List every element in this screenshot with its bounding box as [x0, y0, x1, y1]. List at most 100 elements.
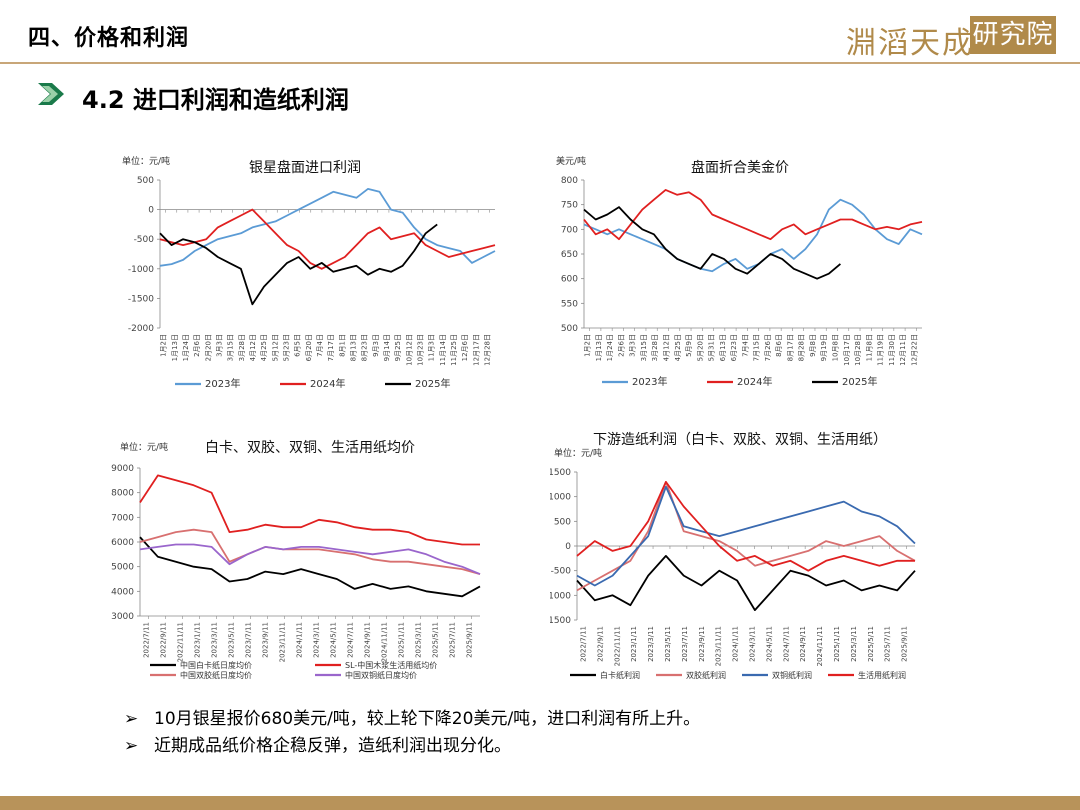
- y-tick-label: -1000: [128, 265, 154, 275]
- x-tick-label: 2023/11/11: [279, 622, 287, 662]
- x-tick-label: 2025/1/11: [398, 622, 406, 658]
- x-tick-label: 8月1日: [338, 334, 346, 357]
- legend-item: 双铜纸利润: [742, 670, 812, 680]
- x-tick-label: 2023/7/11: [681, 626, 689, 662]
- bullet-item: ➢ 近期成品纸价格企稳反弹，造纸利润出现分化。: [124, 733, 700, 760]
- y-tick-label: 0: [148, 206, 154, 216]
- x-tick-label: 2023/5/11: [664, 626, 672, 662]
- x-tick-label: 5月20日: [696, 334, 704, 361]
- x-tick-label: 3月15日: [640, 334, 648, 361]
- unit-label: 单位：元/吨: [120, 441, 168, 453]
- chevron-right-icon: [38, 83, 64, 105]
- legend-label: 生活用纸利润: [858, 670, 906, 680]
- series-line: [139, 536, 481, 598]
- x-tick-label: 2023/1/11: [194, 622, 202, 658]
- y-tick-label: -1500: [550, 616, 571, 626]
- y-tick-label: 0: [565, 542, 571, 552]
- header-divider: [0, 62, 1080, 64]
- x-tick-label: 4月12日: [663, 334, 671, 361]
- page-header-title: 四、价格和利润: [28, 26, 190, 51]
- x-tick-label: 10月12日: [405, 334, 413, 366]
- x-tick-label: 11月8日: [865, 334, 873, 361]
- y-tick-label: 550: [561, 299, 578, 309]
- x-tick-label: 5月9日: [685, 334, 693, 357]
- x-tick-label: 1月2日: [160, 334, 168, 357]
- chart-paper-prices: 单位：元/吨 白卡、双胶、双铜、生活用纸均价 9000 8000 7000 6000 500…: [110, 430, 520, 690]
- x-tick-label: 12月6日: [461, 334, 469, 361]
- bullet-item: ➢ 10月银星报价680美元/吨，较上轮下降20美元/吨，进口利润有所上升。: [124, 706, 700, 733]
- x-tick-label: 2月20日: [204, 334, 212, 361]
- bullet-list: ➢ 10月银星报价680美元/吨，较上轮下降20美元/吨，进口利润有所上升。 ➢ 近…: [124, 706, 700, 760]
- series-line: [159, 208, 496, 270]
- unit-label: 单位：元/吨: [122, 155, 170, 167]
- y-tick-label: -1000: [550, 591, 571, 601]
- legend-label: 中国白卡纸日度均价: [180, 660, 252, 670]
- x-tick-label: 2024/5/11: [765, 626, 773, 662]
- x-tick-label: 2月6日: [193, 334, 201, 357]
- x-tick-label: 11月19日: [877, 334, 885, 366]
- x-tick-label: 5月31日: [708, 334, 716, 361]
- legend-item: 2025年: [385, 377, 450, 390]
- x-tick-label: 3月3日: [215, 334, 223, 357]
- series-line: [139, 474, 480, 546]
- y-tick-label: 4000: [111, 587, 134, 597]
- company-logo: 淵滔天成 研究院: [846, 14, 1058, 61]
- legend-item: 生活用纸利润: [828, 670, 906, 680]
- y-tick-label: -500: [551, 567, 572, 577]
- x-tick-label: 2025/5/11: [432, 622, 440, 658]
- legend-item: 2024年: [280, 377, 345, 390]
- y-tick-label: 500: [137, 176, 154, 186]
- legend-label: 2024年: [310, 377, 345, 390]
- x-tick-label: 11月30日: [888, 334, 896, 366]
- x-tick-label: 9月19日: [820, 334, 828, 361]
- x-tick-label: 5月23日: [282, 334, 290, 361]
- x-tick-label: 3月15日: [227, 334, 235, 361]
- series-line: [139, 543, 481, 575]
- x-tick-label: 2025/7/11: [449, 622, 457, 658]
- y-tick-label: 7000: [111, 513, 134, 523]
- x-tick-label: 2025/7/11: [884, 626, 892, 662]
- series-line: [159, 223, 438, 306]
- series-line: [583, 198, 923, 273]
- x-tick-label: 8月23日: [361, 334, 369, 361]
- logo-text: 淵滔天成: [846, 26, 974, 61]
- x-tick-label: 9月8日: [809, 334, 817, 357]
- legend-label: 中国双胶纸日度均价: [180, 670, 252, 680]
- chart-title: 盘面折合美金价: [691, 159, 789, 176]
- x-tick-label: 2025/3/11: [850, 626, 858, 662]
- x-tick-label: 10月23日: [416, 334, 424, 366]
- legend-item: 双胶纸利润: [656, 670, 726, 680]
- legend-label: 双胶纸利润: [686, 670, 726, 680]
- legend-item: 2023年: [602, 375, 667, 388]
- series-line: [576, 555, 916, 611]
- x-tick-label: 7月17日: [327, 334, 335, 361]
- x-tick-label: 3月28日: [238, 334, 246, 361]
- y-tick-label: 1000: [550, 493, 571, 503]
- y-tick-label: 650: [561, 250, 578, 260]
- x-tick-label: 8月13日: [349, 334, 357, 361]
- x-tick-label: 2025/5/11: [867, 626, 875, 662]
- x-tick-label: 8月28日: [798, 334, 806, 361]
- x-tick-label: 9月25日: [394, 334, 402, 361]
- bullet-text: 10月银星报价680美元/吨，较上轮下降20美元/吨，进口利润有所上升。: [154, 709, 701, 729]
- chart-paper-profit: 单位：元/吨 下游造纸利润（白卡、双胶、双铜、生活用纸） 1500 1000 500 0 -…: [550, 430, 950, 690]
- x-tick-label: 12月22日: [910, 334, 918, 366]
- series-line: [576, 485, 916, 587]
- x-tick-label: 1月24日: [606, 334, 614, 361]
- legend-item: 中国双铜纸日度均价: [315, 670, 417, 680]
- unit-label: 单位：元/吨: [554, 447, 602, 459]
- y-tick-label: -1500: [128, 294, 154, 304]
- x-tick-label: 2022/7/11: [143, 622, 151, 658]
- series-line: [159, 188, 496, 267]
- y-tick-label: 500: [561, 324, 578, 334]
- y-tick-label: 9000: [111, 464, 134, 474]
- x-tick-label: 10月8日: [832, 334, 840, 361]
- x-tick-label: 2025/3/11: [415, 622, 423, 658]
- x-tick-label: 1月24日: [182, 334, 190, 361]
- x-tick-label: 2023/3/11: [647, 626, 655, 662]
- x-tick-label: 6月23日: [730, 334, 738, 361]
- x-tick-label: 2024/1/11: [732, 626, 740, 662]
- x-tick-label: 2023/9/11: [698, 626, 706, 662]
- y-tick-label: 8000: [111, 489, 134, 499]
- x-tick-label: 2024/7/11: [347, 622, 355, 658]
